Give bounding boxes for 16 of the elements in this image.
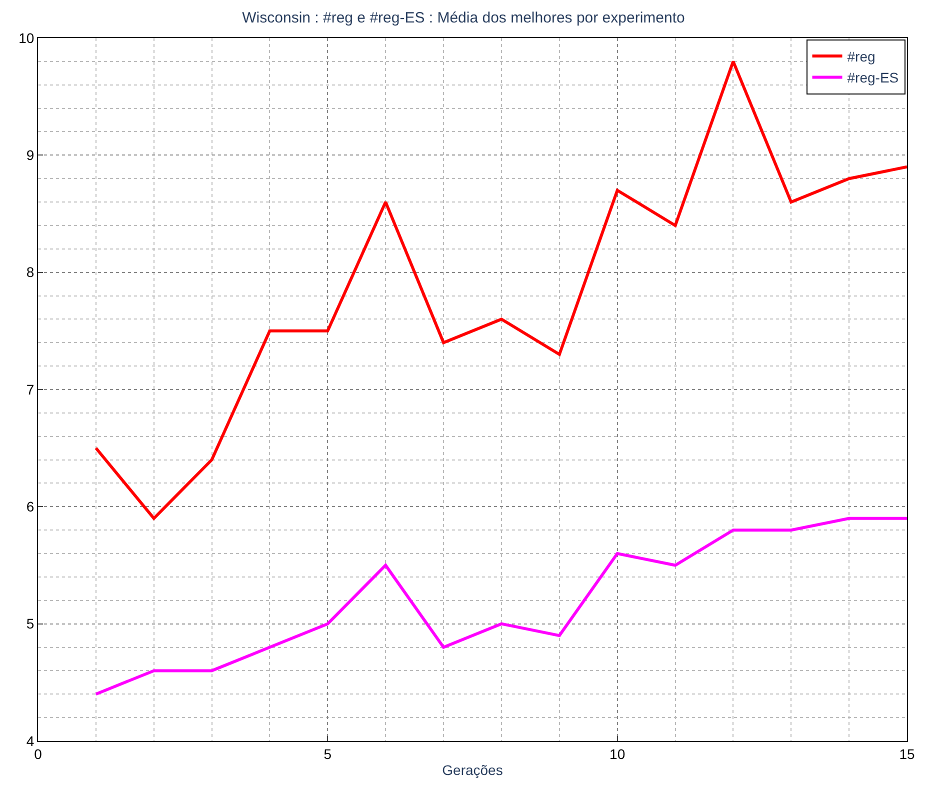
x-tick-label: 5 [324,746,332,762]
x-axis-title: Gerações [442,762,503,778]
x-tick-label: 15 [899,746,915,762]
y-tick-label: 8 [26,264,34,280]
y-tick-label: 6 [26,498,34,515]
legend-label: #reg-ES [847,70,899,86]
legend-label: #reg [847,48,876,64]
chart-title: Wisconsin : #reg e #reg-ES : Média dos melhores por experimento [242,9,685,26]
x-tick-label: 0 [34,746,42,762]
y-tick-label: 10 [18,30,34,46]
y-tick-label: 7 [26,381,34,398]
y-tick-label: 9 [26,147,34,164]
x-tick-label: 10 [610,746,626,762]
line-series [94,516,907,696]
y-tick-label: 4 [26,732,34,749]
y-tick-label: 5 [26,616,34,632]
